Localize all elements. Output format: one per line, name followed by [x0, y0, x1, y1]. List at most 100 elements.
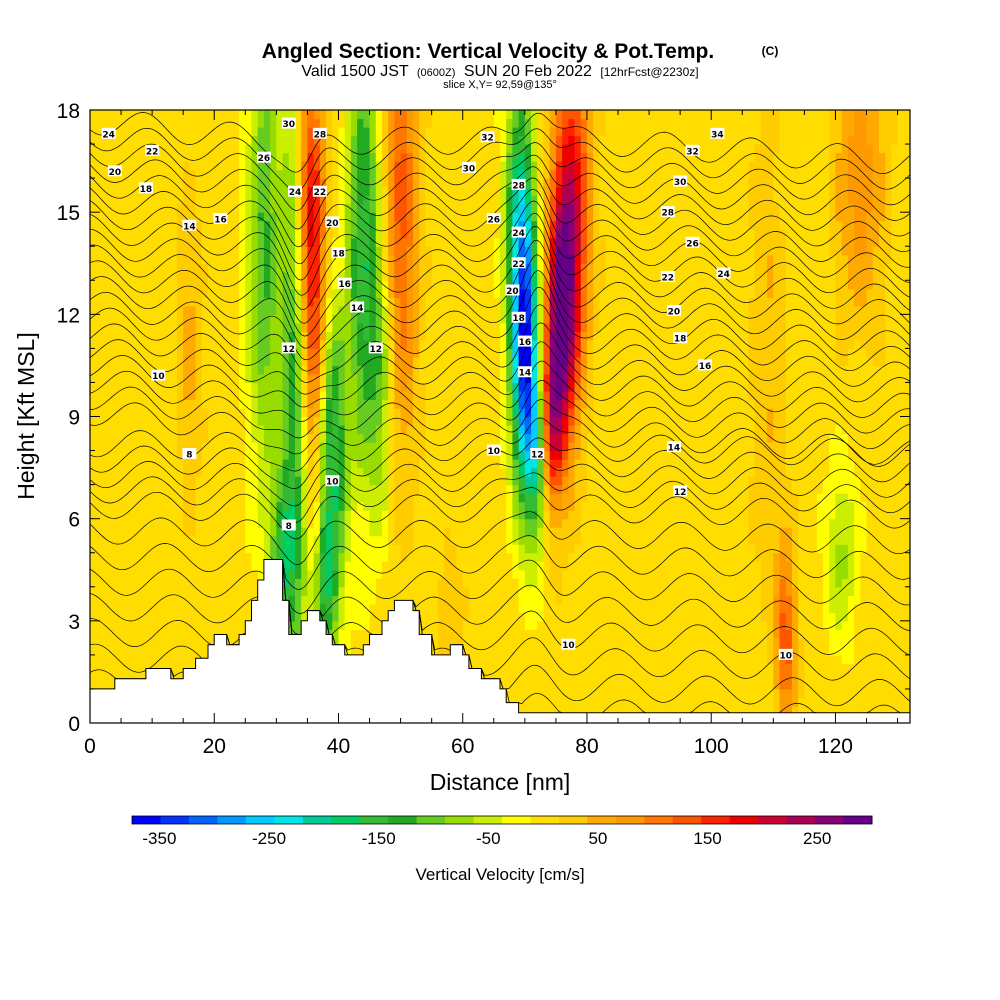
velocity-cell [419, 305, 427, 315]
velocity-cell [226, 237, 234, 247]
velocity-cell [220, 280, 228, 290]
velocity-cell [226, 314, 234, 324]
velocity-cell [170, 331, 178, 341]
velocity-cell [220, 603, 228, 613]
velocity-cell [96, 535, 104, 545]
velocity-cell [481, 178, 489, 188]
velocity-cell [270, 229, 277, 239]
velocity-cell [114, 629, 122, 639]
velocity-cell [214, 186, 222, 196]
velocity-cell [232, 612, 240, 622]
velocity-cell [481, 569, 489, 579]
velocity-cell [195, 603, 203, 613]
velocity-cell [208, 612, 215, 622]
velocity-cell [195, 501, 203, 511]
velocity-cell [183, 305, 190, 315]
velocity-cell [487, 254, 495, 264]
velocity-cell [170, 484, 178, 494]
velocity-cell [96, 629, 104, 639]
velocity-cell [350, 322, 358, 332]
velocity-cell [332, 186, 340, 196]
velocity-cell [90, 280, 97, 290]
velocity-cell [232, 399, 240, 409]
velocity-cell [189, 561, 197, 571]
velocity-cell [357, 373, 364, 384]
velocity-cell [475, 535, 482, 545]
velocity-cell [183, 254, 190, 264]
velocity-cell [245, 493, 253, 503]
velocity-cell [183, 612, 190, 622]
velocity-cell [456, 186, 464, 196]
velocity-cell [121, 339, 128, 349]
velocity-cell [388, 390, 395, 401]
velocity-cell [96, 680, 104, 690]
velocity-cell [344, 195, 352, 205]
velocity-cell [164, 373, 172, 384]
velocity-cell [90, 484, 97, 494]
velocity-cell [108, 544, 116, 554]
velocity-cell [437, 203, 445, 213]
velocity-cell [357, 407, 364, 418]
velocity-cell [121, 467, 128, 477]
velocity-cell [139, 144, 147, 154]
velocity-cell [375, 169, 383, 179]
velocity-cell [394, 407, 402, 418]
velocity-cell [500, 110, 507, 120]
velocity-cell [114, 561, 122, 571]
velocity-cell [313, 484, 321, 494]
velocity-cell [431, 195, 439, 205]
velocity-cell [332, 561, 340, 571]
velocity-cell [400, 442, 408, 452]
velocity-cell [301, 569, 309, 579]
velocity-cell [139, 459, 147, 469]
velocity-cell [338, 484, 346, 494]
velocity-cell [419, 152, 427, 162]
velocity-cell [90, 399, 97, 409]
velocity-cell [139, 314, 147, 324]
velocity-cell [108, 654, 116, 664]
velocity-cell [413, 586, 420, 596]
velocity-cell [375, 493, 383, 503]
velocity-cell [444, 263, 451, 273]
velocity-cell [431, 220, 439, 230]
velocity-cell [108, 501, 116, 511]
velocity-cell [431, 314, 439, 324]
velocity-cell [431, 339, 439, 349]
velocity-cell [506, 501, 514, 511]
velocity-cell [152, 569, 159, 579]
velocity-cell [363, 459, 371, 469]
velocity-cell [208, 254, 215, 264]
velocity-cell [319, 612, 327, 622]
velocity-cell [220, 501, 228, 511]
velocity-cell [388, 425, 395, 435]
velocity-cell [164, 586, 172, 596]
velocity-cell [444, 229, 451, 239]
velocity-cell [226, 442, 234, 452]
velocity-cell [493, 527, 501, 537]
velocity-cell [288, 178, 296, 188]
velocity-cell [319, 535, 327, 545]
velocity-cell [158, 518, 166, 528]
velocity-cell [475, 382, 482, 392]
velocity-cell [344, 212, 352, 222]
velocity-cell [388, 263, 395, 273]
velocity-cell [326, 365, 333, 375]
velocity-cell [208, 220, 215, 230]
velocity-cell [350, 603, 358, 613]
velocity-cell [145, 399, 153, 409]
velocity-cell [400, 161, 408, 171]
velocity-cell [400, 263, 408, 273]
velocity-cell [357, 493, 364, 503]
velocity-cell [307, 407, 315, 418]
velocity-cell [357, 348, 364, 358]
velocity-cell [282, 229, 290, 239]
velocity-cell [450, 305, 458, 315]
velocity-cell [239, 476, 246, 486]
velocity-cell [344, 169, 352, 179]
velocity-cell [127, 178, 135, 188]
velocity-cell [456, 365, 464, 375]
velocity-cell [512, 135, 520, 145]
velocity-cell [295, 620, 302, 630]
velocity-cell [406, 110, 414, 120]
velocity-cell [338, 382, 346, 392]
